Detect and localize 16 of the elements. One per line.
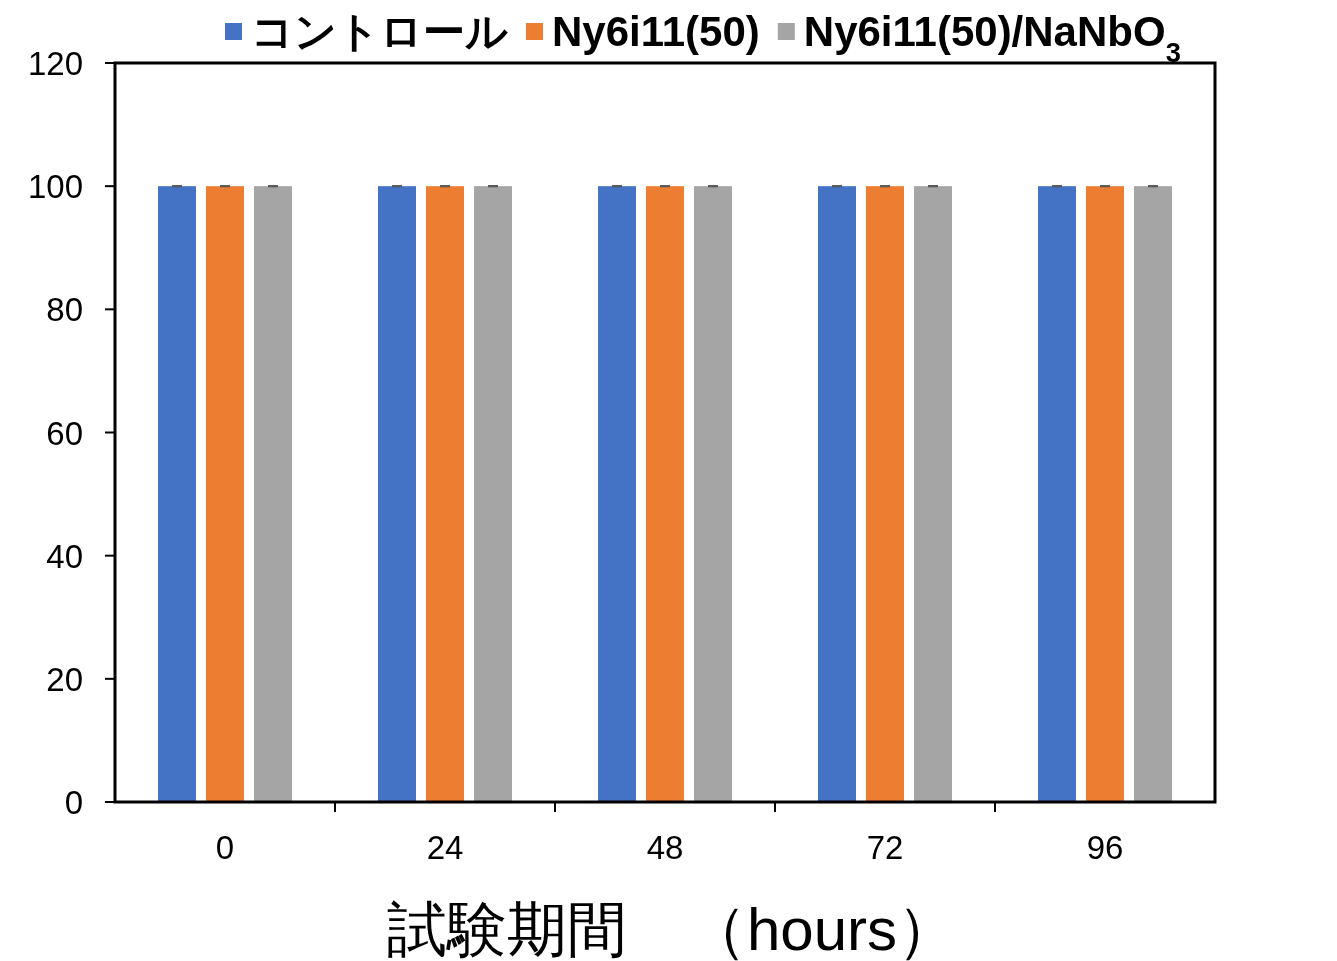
y-tick-label: 0 — [64, 784, 83, 821]
x-tick-label: 48 — [646, 829, 684, 866]
x-tick-label: 72 — [866, 829, 904, 866]
x-tick-label: 24 — [426, 829, 464, 866]
y-tick-label: 80 — [46, 291, 83, 329]
y-tick-label: 120 — [27, 45, 83, 82]
legend-label: コントロール — [251, 8, 508, 55]
legend-label: Ny6i11(50)/NaNbO$_{3}$ — [803, 8, 1181, 68]
y-tick-label: 100 — [27, 168, 83, 206]
y-tick-label: 40 — [46, 537, 83, 575]
y-tick-label: 60 — [46, 414, 83, 452]
x-tick-label: 96 — [1086, 829, 1124, 866]
legend-label: Ny6i11(50) — [552, 8, 760, 55]
x-axis-title: 試験期間 （hours） — [386, 896, 958, 961]
y-tick-label: 20 — [46, 660, 83, 698]
x-tick-label: 0 — [215, 829, 235, 866]
